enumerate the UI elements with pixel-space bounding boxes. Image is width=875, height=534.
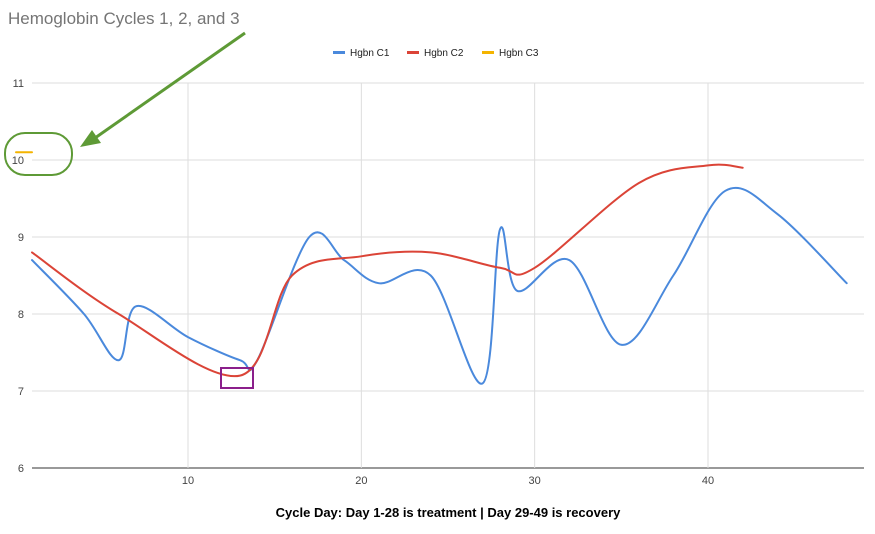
annotation-arrow-head	[80, 130, 101, 147]
x-tick-label: 10	[182, 475, 194, 487]
c2-minimum-highlight-box	[220, 367, 254, 389]
y-tick-label: 9	[18, 232, 24, 244]
legend-label-hgbn-c2: Hgbn C2	[424, 48, 464, 59]
c3-highlight-circle	[4, 132, 73, 176]
legend-label-hgbn-c3: Hgbn C3	[499, 48, 539, 59]
y-tick-label: 11	[13, 78, 24, 90]
axis-ticks: 6 7 8 9 10 11 10 20 30 40	[12, 78, 714, 487]
legend: Hgbn C1 Hgbn C2 Hgbn C3	[333, 48, 539, 59]
grid-lines	[32, 82, 864, 469]
y-tick-label: 10	[12, 155, 24, 167]
legend-swatch-hgbn-c3	[482, 51, 494, 54]
series-lines	[15, 151, 848, 385]
x-tick-label: 40	[702, 475, 714, 487]
chart-title: Hemoglobin Cycles 1, 2, and 3	[8, 9, 240, 28]
legend-swatch-hgbn-c2	[407, 51, 419, 54]
x-axis-label: Cycle Day: Day 1-28 is treatment | Day 2…	[276, 505, 621, 520]
x-tick-label: 30	[529, 475, 541, 487]
y-tick-label: 6	[18, 463, 24, 475]
x-tick-label: 20	[355, 475, 367, 487]
y-tick-label: 7	[18, 386, 24, 398]
annotation-arrow-shaft	[94, 31, 246, 140]
annotations	[4, 31, 254, 389]
legend-label-hgbn-c1: Hgbn C1	[350, 48, 390, 59]
legend-swatch-hgbn-c1	[333, 51, 345, 54]
series-line-hgbn-c2	[31, 163, 744, 378]
series-line-hgbn-c1	[31, 186, 848, 385]
y-tick-label: 8	[18, 309, 24, 321]
